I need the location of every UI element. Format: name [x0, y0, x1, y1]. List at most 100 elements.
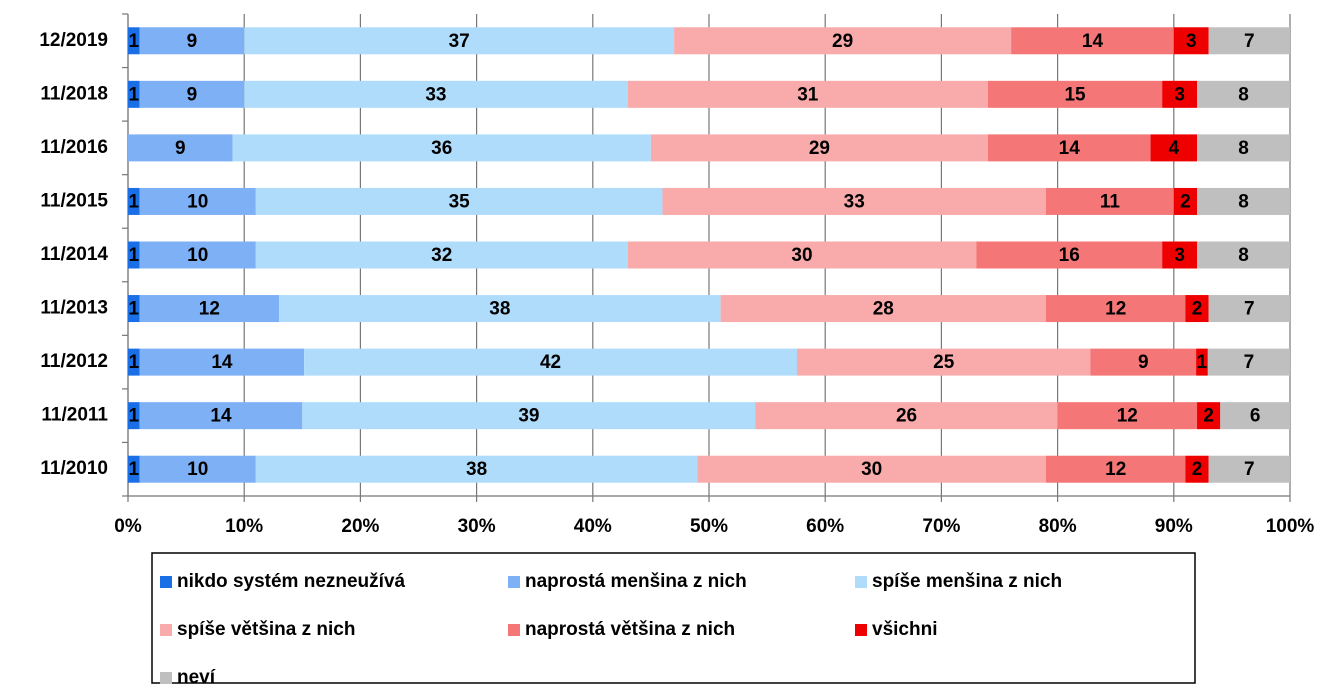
data-label: 10	[187, 459, 208, 480]
legend-swatch	[160, 576, 172, 588]
legend-label: všichni	[872, 619, 937, 640]
legend-label: spíše menšina z nich	[872, 571, 1062, 592]
data-label: 7	[1244, 352, 1255, 373]
bar-segment	[1045, 295, 1186, 323]
bar-segment	[139, 455, 256, 483]
legend-label: spíše většina z nich	[177, 619, 355, 640]
y-tick-label: 11/2010	[40, 458, 108, 479]
data-label: 1	[1197, 352, 1208, 373]
x-tick-label: 30%	[458, 516, 496, 537]
bar-segment	[244, 27, 675, 55]
bar-segment	[139, 187, 256, 215]
x-tick-label: 10%	[225, 516, 263, 537]
bar-segment	[1173, 187, 1198, 215]
data-label: 26	[896, 406, 917, 427]
bar-segment	[1208, 295, 1290, 323]
bar-segment	[128, 187, 140, 215]
data-label: 14	[210, 406, 232, 427]
data-label: 39	[518, 406, 539, 427]
bar-segment	[627, 241, 977, 269]
data-label: 42	[540, 352, 561, 373]
y-tick-label: 11/2015	[40, 190, 108, 211]
data-label: 9	[1138, 352, 1149, 373]
data-label: 9	[175, 138, 186, 159]
bar-segment	[755, 402, 1058, 430]
data-label: 2	[1192, 299, 1203, 320]
bar-segment	[1208, 455, 1290, 483]
data-label: 16	[1059, 245, 1080, 266]
legend-swatch	[855, 576, 867, 588]
bar-segment	[797, 348, 1091, 376]
data-label: 1	[129, 245, 140, 266]
data-label: 3	[1174, 84, 1185, 105]
bar-segment	[139, 80, 245, 108]
bar-segment	[1197, 187, 1290, 215]
legend-label: neví	[177, 667, 216, 688]
bar-segment	[1173, 27, 1209, 55]
data-label: 33	[425, 84, 446, 105]
bar-segment	[128, 241, 140, 269]
data-label: 38	[489, 299, 510, 320]
data-label: 4	[1169, 138, 1180, 159]
bar-segment	[987, 134, 1151, 162]
bar-segment	[1196, 348, 1208, 376]
bar-segment	[1197, 80, 1290, 108]
x-tick-label: 40%	[574, 516, 612, 537]
data-label: 3	[1186, 31, 1197, 52]
legend-label: naprostá menšina z nich	[525, 571, 747, 592]
data-label: 1	[129, 84, 140, 105]
bar-segment	[1208, 27, 1290, 55]
bar-segment	[128, 295, 140, 323]
bar-segment	[128, 348, 140, 376]
bar-segment	[1197, 134, 1290, 162]
x-tick-label: 60%	[806, 516, 844, 537]
data-label: 12	[1117, 406, 1138, 427]
data-label: 37	[449, 31, 470, 52]
data-label: 29	[809, 138, 830, 159]
data-label: 2	[1203, 406, 1214, 427]
y-tick-label: 11/2014	[40, 244, 108, 265]
x-tick-label: 80%	[1039, 516, 1077, 537]
data-label: 8	[1238, 138, 1249, 159]
data-label: 11	[1100, 191, 1121, 212]
bar-segment	[1197, 241, 1290, 269]
data-label: 7	[1244, 31, 1255, 52]
data-label: 7	[1244, 459, 1255, 480]
bar-segment	[255, 241, 628, 269]
legend-box	[151, 552, 1196, 684]
x-tick-label: 70%	[922, 516, 960, 537]
bar-segment	[662, 187, 1046, 215]
bar-segment	[128, 455, 140, 483]
data-label: 38	[466, 459, 487, 480]
data-label: 31	[797, 84, 819, 105]
bar-segment	[139, 295, 280, 323]
data-label: 10	[187, 191, 208, 212]
data-label: 8	[1238, 191, 1249, 212]
y-tick-label: 11/2013	[40, 298, 108, 319]
data-label: 30	[791, 245, 812, 266]
data-label: 32	[431, 245, 452, 266]
bar-segment	[139, 348, 305, 376]
data-label: 1	[129, 191, 140, 212]
data-label: 1	[129, 352, 140, 373]
y-tick-label: 11/2011	[41, 405, 108, 426]
data-label: 1	[129, 31, 140, 52]
data-label: 35	[449, 191, 471, 212]
bar-segment	[128, 134, 233, 162]
bar-segment	[697, 455, 1046, 483]
bar-segment	[128, 27, 140, 55]
x-tick-label: 100%	[1266, 516, 1315, 537]
bar-segment	[139, 402, 303, 430]
bar-segment	[1045, 187, 1174, 215]
data-label: 33	[844, 191, 865, 212]
data-label: 29	[832, 31, 853, 52]
data-label: 9	[187, 31, 198, 52]
data-label: 10	[187, 245, 208, 266]
data-label: 6	[1250, 406, 1261, 427]
bar-segment	[650, 134, 988, 162]
y-tick-label: 11/2012	[40, 351, 108, 372]
data-label: 36	[431, 138, 452, 159]
bar-segment	[302, 402, 756, 430]
legend-swatch	[160, 672, 172, 684]
